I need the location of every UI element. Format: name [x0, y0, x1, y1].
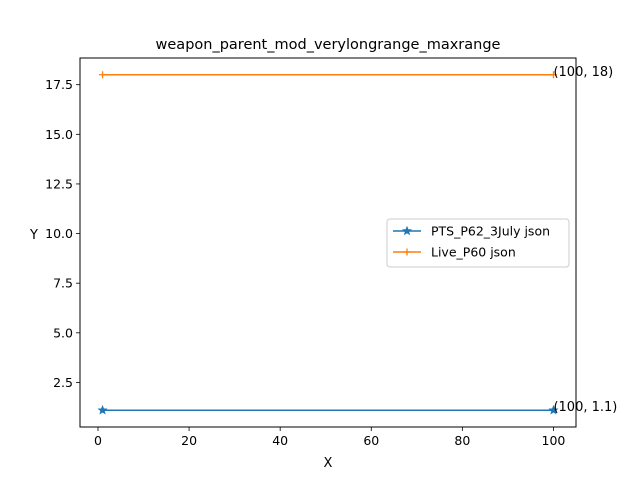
y-tick-label: 5.0: [53, 325, 73, 340]
data-point-star: [97, 404, 108, 415]
x-tick-label: 20: [181, 433, 197, 448]
x-axis-label: X: [324, 456, 333, 471]
data-point-plus: [549, 71, 557, 79]
chart-title: weapon_parent_mod_verylongrange_maxrange: [156, 37, 501, 53]
y-tick-label: 10.0: [45, 226, 73, 241]
plot-area: (100, 1.1) (100, 18) 0 20 40 60 80 100 2.5 5.0 7.5…: [45, 57, 617, 448]
plot-frame: [79, 57, 577, 428]
y-tick-label: 15.0: [45, 127, 73, 142]
x-tick-label: 60: [363, 433, 379, 448]
legend-marker-plus: [403, 248, 411, 256]
legend-entry: PTS_P62_3July json: [431, 224, 550, 239]
y-axis-label: Y: [29, 228, 38, 243]
y-tick-label: 2.5: [53, 375, 73, 390]
data-label: (100, 18): [553, 65, 613, 80]
legend-box: [386, 218, 570, 268]
x-tick-label: 40: [272, 433, 288, 448]
data-label: (100, 1.1): [553, 400, 617, 415]
x-tick-label: 80: [454, 433, 470, 448]
legend-marker-star: [401, 225, 413, 236]
y-tick-label: 12.5: [45, 176, 73, 191]
x-tick-label: 0: [94, 433, 102, 448]
data-point-star: [548, 404, 559, 415]
y-tick-label: 7.5: [53, 276, 73, 291]
y-tick-label: 17.5: [45, 77, 73, 92]
x-tick-label: 100: [542, 433, 566, 448]
data-point-plus: [99, 71, 107, 79]
legend-entry: Live_P60 json: [431, 245, 516, 260]
